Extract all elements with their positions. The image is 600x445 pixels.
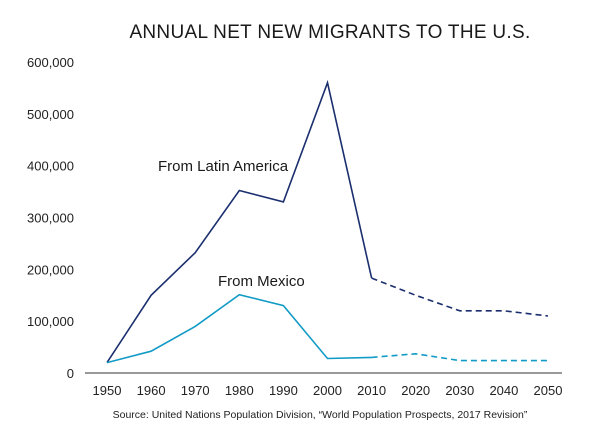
y-tick-label: 400,000 (27, 159, 74, 174)
y-tick-label: 600,000 (27, 55, 74, 70)
x-axis-ticks: 1950 1960 1970 1980 1990 2000 2010 2020 2030 2040… (93, 383, 563, 398)
x-tick-label: 2030 (445, 383, 474, 398)
x-tick-label: 2050 (534, 383, 563, 398)
x-tick-label: 2040 (489, 383, 518, 398)
series-line-mexico-historical (106, 293, 372, 364)
x-tick-label: 2000 (313, 383, 342, 398)
y-tick-label: 200,000 (27, 262, 74, 277)
y-tick-label: 500,000 (27, 107, 74, 122)
x-tick-label: 1980 (225, 383, 254, 398)
y-tick-label: 0 (67, 366, 74, 381)
x-tick-label: 1950 (93, 383, 122, 398)
x-tick-label: 2020 (401, 383, 430, 398)
series-lines (106, 79, 549, 364)
y-tick-label: 300,000 (27, 211, 74, 226)
series-line-mexico-projected (371, 352, 548, 362)
x-tick-label: 1960 (137, 383, 166, 398)
x-tick-label: 1970 (181, 383, 210, 398)
y-tick-label: 100,000 (27, 314, 74, 329)
series-label-mexico: From Mexico (218, 273, 305, 290)
source-note: Source: United Nations Population Divisi… (112, 409, 528, 421)
x-tick-label: 2010 (357, 383, 386, 398)
y-axis-ticks: 0 100,000 200,000 300,000 400,000 500,000 600,… (27, 55, 74, 381)
chart-title: ANNUAL NET NEW MIGRANTS TO THE U.S. (129, 22, 531, 43)
x-tick-label: 1990 (269, 383, 298, 398)
series-line-latin-america-projected (371, 277, 549, 317)
series-line-latin-america-historical (106, 79, 373, 364)
series-label-latin-america: From Latin America (158, 158, 289, 175)
